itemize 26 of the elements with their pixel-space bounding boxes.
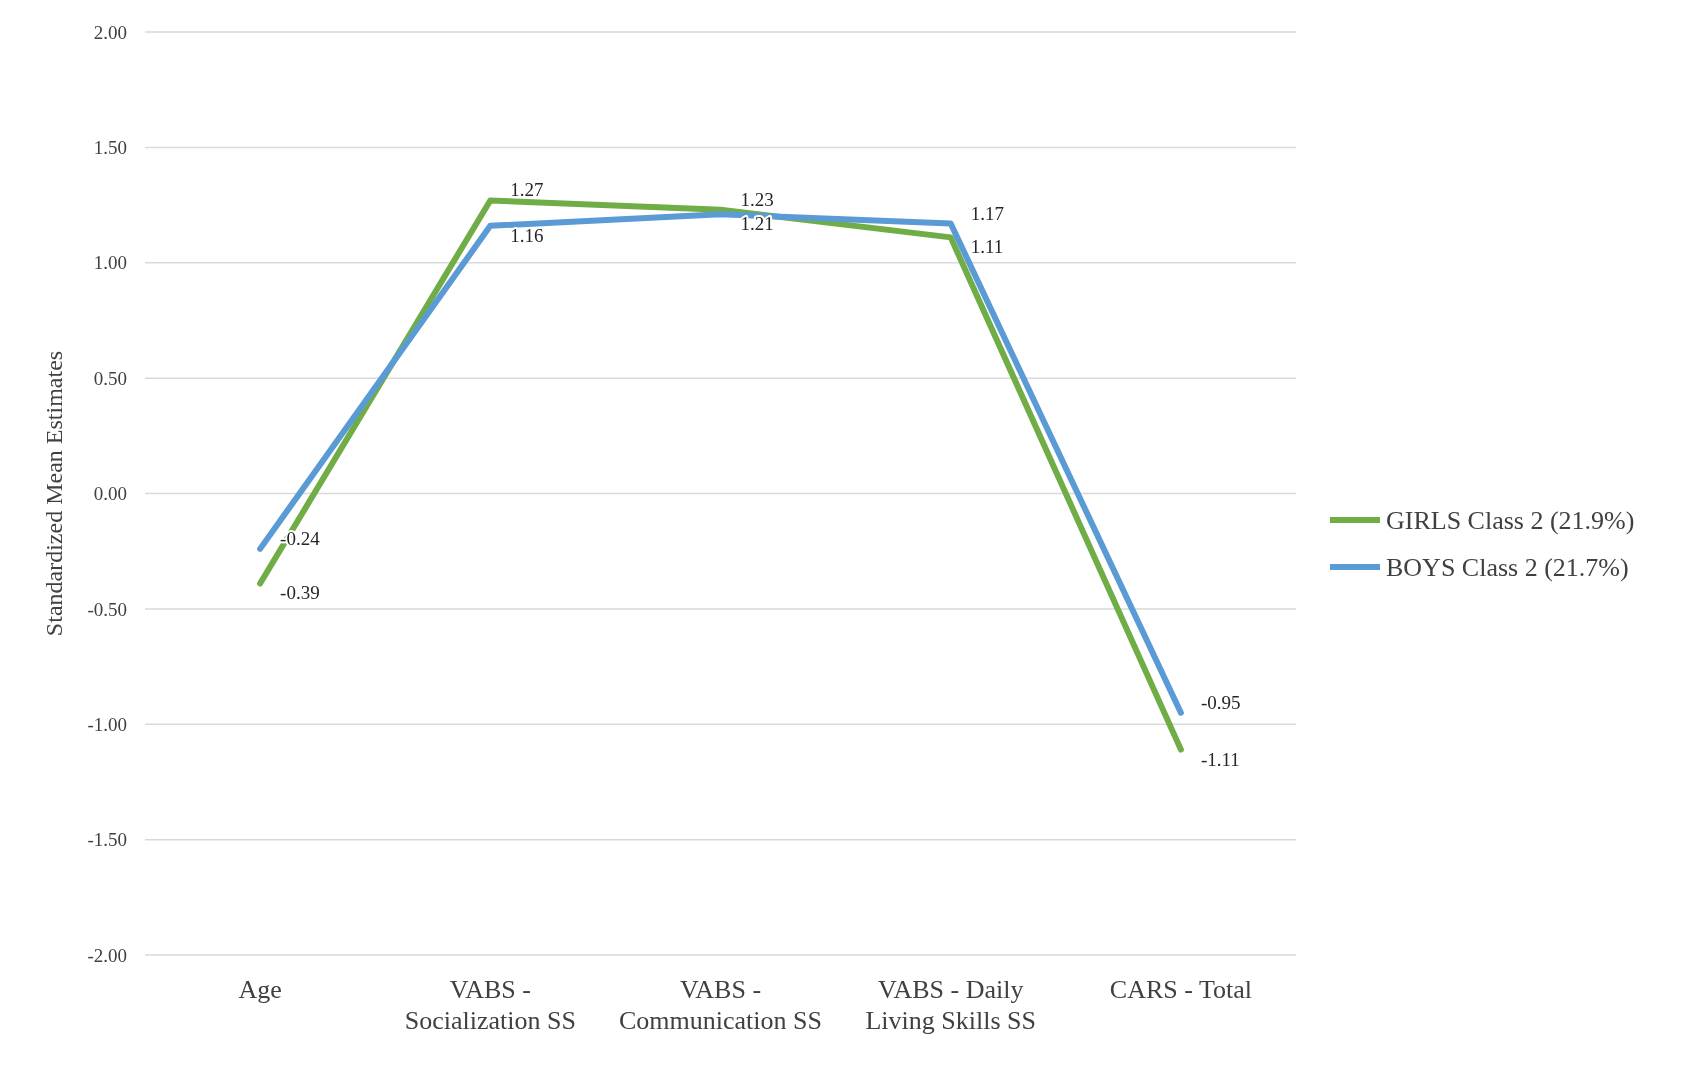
x-tick-label: VABS - Daily Living Skills SS <box>865 975 1036 1035</box>
data-label: -0.39 <box>280 582 320 604</box>
data-label: -1.11 <box>1200 748 1240 770</box>
y-axis-title: Standardized Mean Estimates <box>41 350 67 637</box>
data-label: 1.17 <box>970 202 1004 224</box>
y-tick-label: 1.50 <box>93 137 127 159</box>
data-label: -0.95 <box>1200 691 1241 713</box>
x-tick-label: VABS - Socialization SS <box>404 975 576 1035</box>
y-tick-label: 0.00 <box>93 483 127 505</box>
x-tick-label: VABS - Communication SS <box>619 975 822 1035</box>
y-tick-label: 1.00 <box>93 252 127 274</box>
legend-label: BOYS Class 2 (21.7%) <box>1386 553 1629 583</box>
y-tick-label: 2.00 <box>93 21 127 43</box>
data-label: 1.23 <box>740 188 774 210</box>
y-tick-label: 0.50 <box>93 367 127 389</box>
y-tick-label: -0.50 <box>87 598 127 620</box>
data-label: 1.21 <box>740 213 774 235</box>
data-label: 1.11 <box>970 236 1004 258</box>
x-tick-label: Age <box>238 975 282 1004</box>
y-tick-label: -2.00 <box>87 944 127 966</box>
data-label: 1.27 <box>510 179 544 201</box>
legend-label: GIRLS Class 2 (21.9%) <box>1386 506 1635 536</box>
x-tick-label: CARS - Total <box>1109 975 1252 1004</box>
data-label: 1.16 <box>510 224 544 246</box>
y-tick-label: -1.00 <box>87 713 127 735</box>
y-tick-label: -1.50 <box>87 829 127 851</box>
